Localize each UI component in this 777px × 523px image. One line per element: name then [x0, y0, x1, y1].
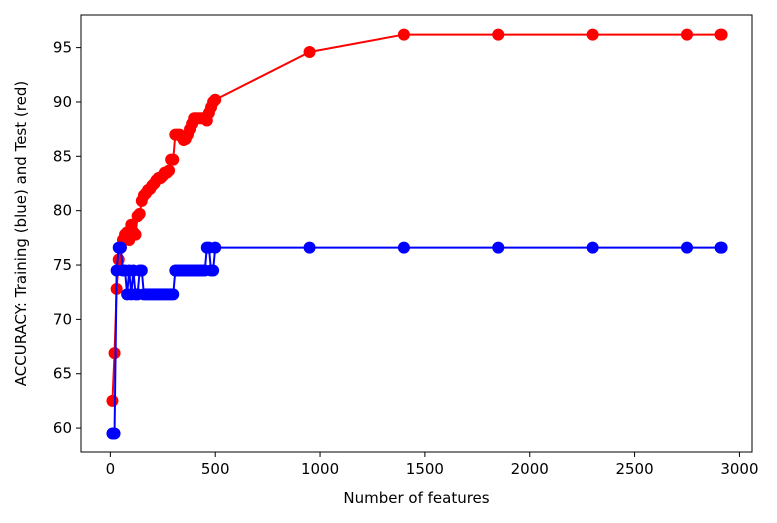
series-1	[106, 241, 728, 440]
data-point	[715, 241, 728, 254]
y-tick-label: 65	[53, 365, 72, 383]
y-tick-label: 60	[53, 419, 72, 437]
y-axis-label: ACCURACY: Training (blue) and Test (red)	[12, 81, 30, 386]
data-point	[209, 93, 222, 106]
data-point	[586, 28, 599, 41]
x-tick-label: 2000	[511, 460, 549, 478]
data-point	[135, 264, 148, 277]
y-tick-label: 75	[53, 256, 72, 274]
data-point	[209, 241, 222, 254]
data-point	[207, 264, 220, 277]
x-tick-label: 1000	[301, 460, 339, 478]
data-point	[108, 347, 121, 360]
series-layer	[106, 28, 728, 440]
data-point	[303, 45, 316, 58]
x-axis-label: Number of features	[343, 489, 489, 507]
data-point	[303, 241, 316, 254]
data-point	[163, 164, 176, 177]
data-point	[108, 427, 121, 440]
data-point	[681, 28, 693, 41]
data-point	[114, 241, 127, 254]
x-tick-label: 500	[201, 460, 230, 478]
data-point	[492, 241, 505, 254]
data-point	[129, 228, 142, 241]
tick-layer: 0 500 1000 1500 2000 2500 3000 60 65 70 75 80 85 90 95	[53, 39, 759, 478]
y-tick-label: 90	[53, 93, 72, 111]
x-tick-label: 1500	[406, 460, 444, 478]
x-tick-label: 2500	[615, 460, 653, 478]
y-tick-label: 95	[53, 39, 72, 57]
data-point	[586, 241, 599, 254]
x-tick-label: 0	[106, 460, 116, 478]
data-point	[167, 153, 180, 166]
data-point	[397, 241, 410, 254]
data-point	[167, 288, 180, 301]
x-tick-label: 3000	[720, 460, 758, 478]
data-point	[492, 28, 505, 41]
y-tick-label: 80	[53, 202, 72, 220]
data-point	[106, 394, 119, 407]
y-tick-label: 85	[53, 147, 72, 165]
data-point	[397, 28, 410, 41]
data-point	[681, 241, 693, 254]
data-point	[715, 28, 728, 41]
y-tick-label: 70	[53, 310, 72, 328]
data-point	[133, 207, 146, 220]
axes-frame	[80, 14, 753, 453]
